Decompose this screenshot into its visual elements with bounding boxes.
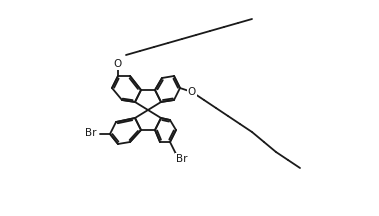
Text: Br: Br	[176, 154, 188, 164]
Text: O: O	[114, 59, 122, 69]
Text: Br: Br	[85, 128, 97, 138]
Text: O: O	[188, 87, 196, 97]
